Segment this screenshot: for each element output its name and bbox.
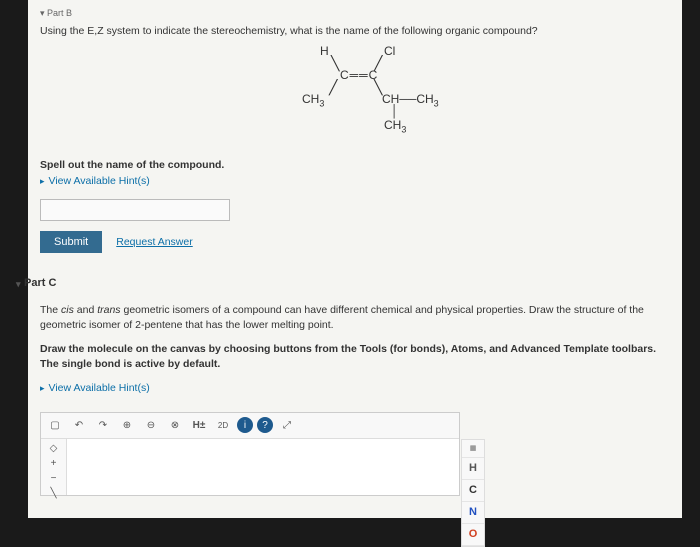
redo-icon[interactable]: ↷ xyxy=(93,415,113,435)
request-answer-link[interactable]: Request Answer xyxy=(116,236,192,248)
double-bond: C══C xyxy=(340,69,378,81)
zoom-fit-icon[interactable]: ⊗ xyxy=(165,415,185,435)
charge-plus-icon[interactable]: + xyxy=(44,458,64,469)
bond-vert: │ xyxy=(391,105,399,117)
answer-input[interactable] xyxy=(40,199,230,221)
question-text: Using the E,Z system to indicate the ste… xyxy=(40,25,670,37)
chevron-right-icon: ▸ xyxy=(40,383,45,393)
hint-label-b: View Available Hint(s) xyxy=(49,175,150,187)
part-c-title: Part C xyxy=(24,277,56,289)
atom-CH3-left: CH3 xyxy=(302,93,324,108)
canvas-body: ◇ + − ╲ xyxy=(41,439,459,495)
part-c-header: ▾ Part C xyxy=(24,277,670,289)
atoms-panel: ▦ H C N O xyxy=(461,439,485,547)
atom-N-button[interactable]: N xyxy=(462,502,484,524)
atom-H-button[interactable]: H xyxy=(462,458,484,480)
view-hints-link-b[interactable]: ▸ View Available Hint(s) xyxy=(40,175,150,187)
partc-description: The cis and trans geometric isomers of a… xyxy=(40,303,670,332)
atom-Cl: Cl xyxy=(384,45,395,57)
info-icon[interactable]: i xyxy=(237,417,253,433)
bond-tl: ╲ xyxy=(331,56,339,70)
charge-minus-icon[interactable]: − xyxy=(44,473,64,484)
undo-icon[interactable]: ↶ xyxy=(69,415,89,435)
partc-instruction: Draw the molecule on the canvas by choos… xyxy=(40,342,670,371)
view-2d-icon[interactable]: 2D xyxy=(213,415,233,435)
hydrogen-icon[interactable]: H± xyxy=(189,415,209,435)
chevron-right-icon: ▸ xyxy=(40,176,45,186)
page-container: ▾ Part B Using the E,Z system to indicat… xyxy=(28,0,682,518)
zoom-out-icon[interactable]: ⊖ xyxy=(141,415,161,435)
submit-button[interactable]: Submit xyxy=(40,231,102,253)
canvas-toolbar-top: ▢ ↶ ↷ ⊕ ⊖ ⊗ H± 2D i ? ⤢ xyxy=(41,413,459,439)
expand-icon[interactable]: ⤢ xyxy=(277,415,297,435)
view-hints-link-c[interactable]: ▸ View Available Hint(s) xyxy=(40,382,150,394)
atom-C-button[interactable]: C xyxy=(462,480,484,502)
hint-label-c: View Available Hint(s) xyxy=(49,382,150,394)
atom-CH3-bottom: CH3 xyxy=(384,119,406,134)
atom-H: H xyxy=(320,45,329,57)
help-icon[interactable]: ? xyxy=(257,417,273,433)
bond-bl: ╱ xyxy=(329,80,337,94)
bond-icon[interactable]: ╲ xyxy=(44,488,64,499)
periodic-table-icon[interactable]: ▦ xyxy=(462,440,484,458)
drawing-area[interactable] xyxy=(67,439,459,495)
chevron-down-icon: ▾ xyxy=(16,279,21,290)
canvas-toolbar-left: ◇ + − ╲ xyxy=(41,439,67,495)
eraser-icon[interactable]: ◇ xyxy=(44,443,64,454)
molecule-canvas: ▢ ↶ ↷ ⊕ ⊖ ⊗ H± 2D i ? ⤢ ◇ + − ╲ ▦ H C N xyxy=(40,412,460,496)
new-icon[interactable]: ▢ xyxy=(45,415,65,435)
zoom-in-icon[interactable]: ⊕ xyxy=(117,415,137,435)
submit-row: Submit Request Answer xyxy=(40,231,670,253)
part-b-label: ▾ Part B xyxy=(40,8,670,19)
spell-instruction: Spell out the name of the compound. xyxy=(40,159,670,171)
atom-O-button[interactable]: O xyxy=(462,524,484,546)
molecule-diagram: H Cl ╲ ╱ C══C ╱ ╲ CH3 CH──CH3 │ CH3 xyxy=(40,45,670,141)
